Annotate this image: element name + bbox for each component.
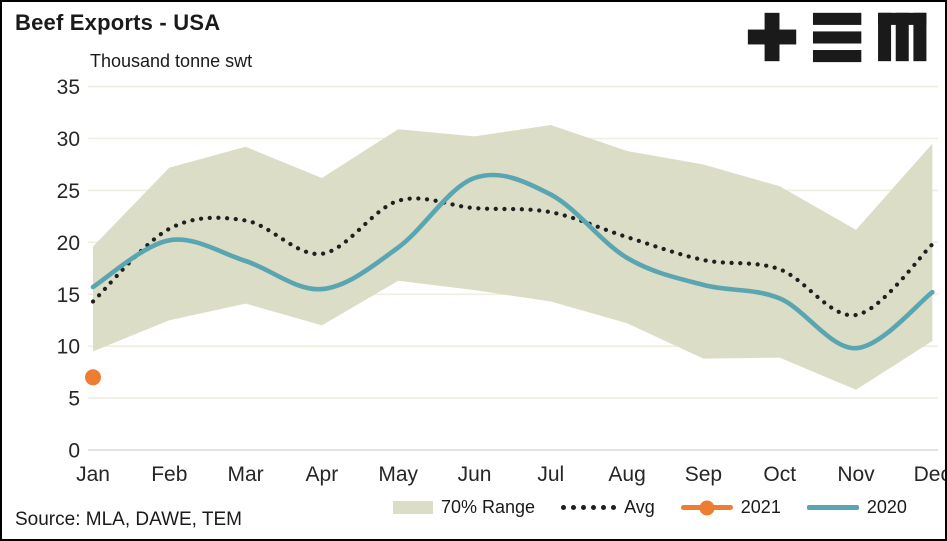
chart-subtitle: Thousand tonne swt bbox=[90, 51, 253, 71]
svg-text:0: 0 bbox=[68, 440, 80, 463]
svg-text:Sep: Sep bbox=[685, 463, 722, 486]
svg-text:Dec: Dec bbox=[914, 463, 947, 486]
legend-label-2021: 2021 bbox=[740, 497, 781, 517]
y-axis-labels: 0 5 10 15 20 25 30 35 bbox=[57, 76, 80, 462]
svg-text:Mar: Mar bbox=[228, 463, 264, 486]
triple-bar-icon bbox=[812, 12, 862, 63]
svg-text:May: May bbox=[378, 463, 418, 486]
source-note: Source: MLA, DAWE, TEM bbox=[15, 509, 242, 530]
svg-text:15: 15 bbox=[57, 284, 80, 307]
svg-text:25: 25 bbox=[57, 180, 80, 203]
svg-text:Jun: Jun bbox=[458, 463, 492, 486]
series-2020-line bbox=[90, 172, 935, 351]
legend-item-2021: 2021 bbox=[680, 497, 781, 518]
legend-item-2020: 2020 bbox=[806, 497, 907, 518]
svg-text:Jul: Jul bbox=[537, 463, 564, 486]
tem-logo-icon bbox=[747, 12, 927, 63]
legend-label-range: 70% Range bbox=[441, 497, 536, 517]
plus-icon bbox=[747, 12, 797, 62]
series-2021-point bbox=[85, 369, 101, 386]
legend-item-range: 70% Range bbox=[393, 497, 535, 518]
svg-text:Feb: Feb bbox=[151, 463, 187, 486]
range-swatch-icon bbox=[393, 501, 433, 514]
svg-text:Oct: Oct bbox=[763, 463, 796, 486]
svg-text:30: 30 bbox=[57, 128, 80, 151]
solid-line-icon bbox=[806, 505, 859, 510]
point-marker-icon bbox=[680, 500, 733, 515]
legend-label-2020: 2020 bbox=[866, 497, 907, 517]
legend-label-avg: Avg bbox=[624, 497, 655, 517]
dotted-line-icon bbox=[561, 505, 617, 510]
svg-text:Apr: Apr bbox=[306, 463, 339, 486]
svg-text:5: 5 bbox=[68, 388, 80, 411]
svg-text:Aug: Aug bbox=[608, 463, 645, 486]
m-glyph-icon bbox=[878, 12, 927, 62]
svg-text:10: 10 bbox=[57, 336, 80, 359]
x-axis-labels: Jan Feb Mar Apr May Jun Jul Aug Sep Oct Nov Dec bbox=[76, 463, 947, 486]
avg-line bbox=[90, 196, 935, 318]
svg-text:Nov: Nov bbox=[837, 463, 875, 486]
svg-text:20: 20 bbox=[57, 232, 80, 255]
svg-text:35: 35 bbox=[57, 76, 80, 99]
legend-item-avg: Avg bbox=[561, 497, 655, 518]
chart-legend: 70% Range Avg 2021 2020 bbox=[393, 497, 907, 518]
page-title: Beef Exports - USA bbox=[15, 10, 221, 35]
range-band-area bbox=[93, 125, 933, 390]
svg-text:Jan: Jan bbox=[76, 463, 110, 486]
